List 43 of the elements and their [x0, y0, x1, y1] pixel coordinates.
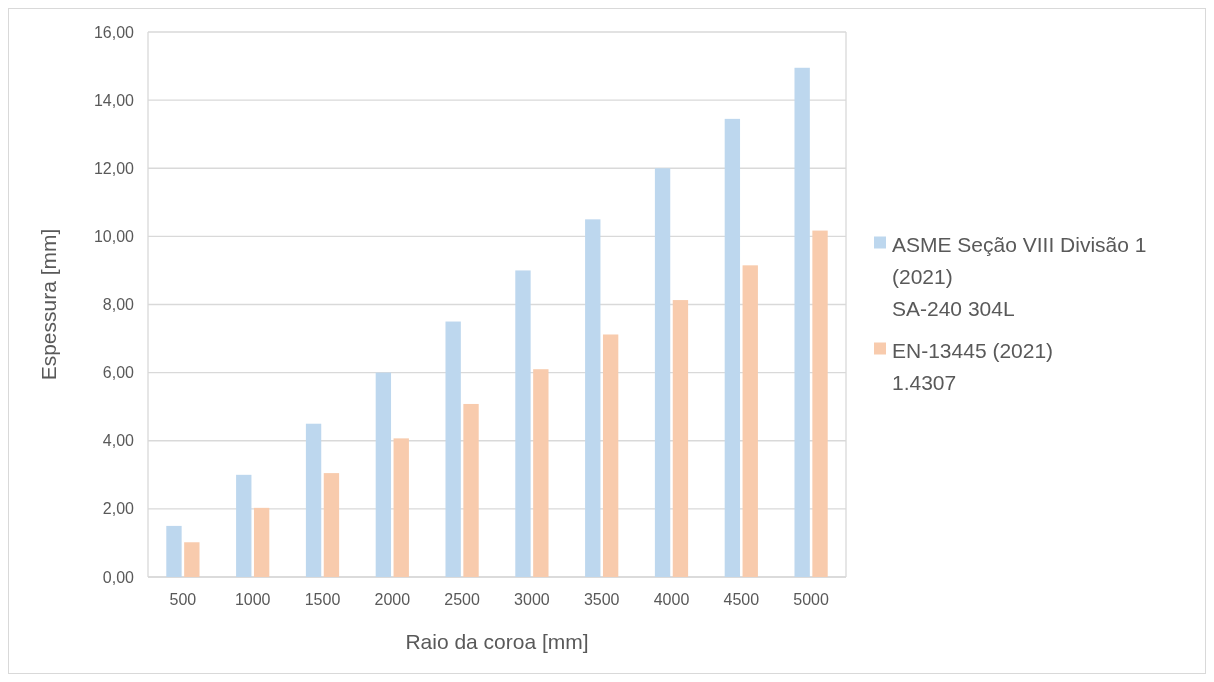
bar [463, 403, 479, 577]
bar [585, 219, 601, 577]
bar [812, 230, 828, 577]
y-tick-label: 4,00 [102, 432, 135, 450]
y-tick-label: 10,00 [93, 227, 135, 245]
x-tick-label: 3000 [514, 591, 550, 608]
x-tick-label: 2000 [374, 591, 411, 608]
legend-label: EN-13445 (2021) 1.4307 [892, 338, 1054, 394]
x-tick-label: 2500 [444, 591, 480, 608]
y-axis-title: Espessura [mm] [37, 228, 60, 381]
y-tick-label: 12,00 [93, 159, 135, 177]
bar [602, 334, 619, 577]
bar [445, 321, 461, 577]
y-tick-label: 16,00 [93, 23, 135, 41]
x-tick-label: 3500 [583, 591, 620, 608]
bar [515, 270, 531, 577]
y-tick-label: 8,00 [102, 296, 135, 314]
x-axis-title: Raio da coroa [mm] [405, 630, 589, 653]
bar [166, 525, 182, 577]
bar [724, 118, 741, 577]
x-tick-label: 500 [169, 591, 197, 608]
bar [742, 265, 758, 577]
bar [533, 369, 549, 577]
bar [253, 507, 270, 577]
x-tick-label: 1500 [304, 591, 341, 608]
x-tick-label: 4500 [723, 591, 760, 608]
bar [794, 67, 810, 577]
x-tick-label: 1000 [234, 591, 271, 608]
y-tick-label: 14,00 [93, 91, 135, 109]
legend-label: ASME Seção VIII Divisão 1 (2021) SA-240 304L [892, 232, 1147, 320]
bar [393, 438, 409, 577]
x-tick-label: 4000 [653, 591, 690, 608]
bar [236, 474, 252, 577]
bar [184, 542, 200, 577]
bar [375, 372, 392, 577]
y-tick-label: 2,00 [102, 500, 135, 518]
bar [672, 300, 689, 577]
y-tick-label: 0,00 [102, 568, 135, 586]
bar [305, 423, 322, 577]
bar [654, 168, 671, 577]
y-tick-label: 6,00 [102, 364, 135, 382]
bar [323, 473, 340, 577]
x-tick-label: 5000 [793, 591, 829, 608]
